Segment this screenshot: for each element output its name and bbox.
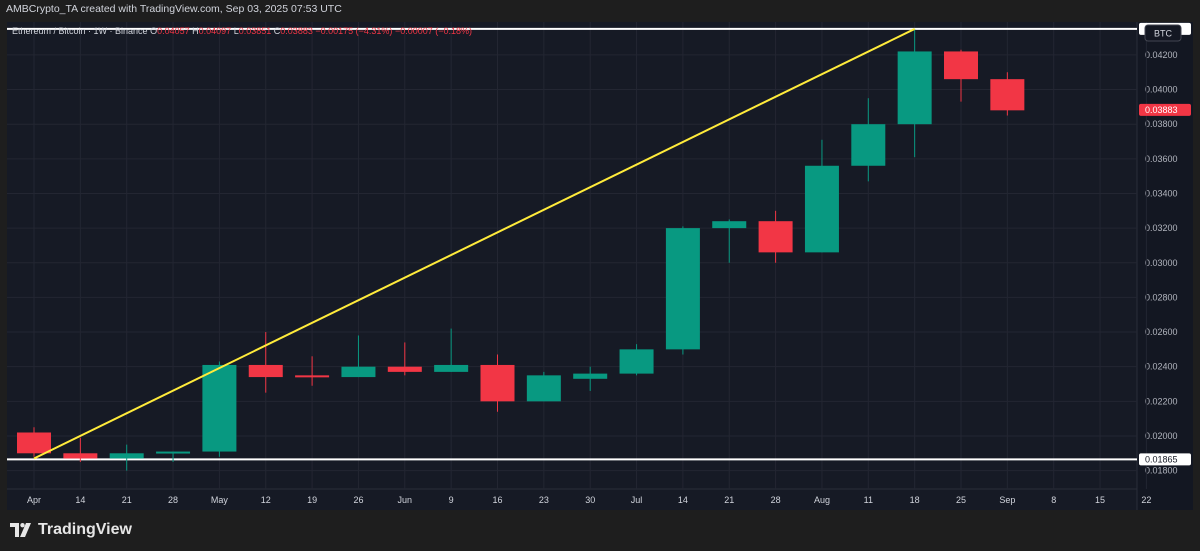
- y-tick-label: 0.02600: [1145, 327, 1178, 337]
- y-tick-label: 0.03600: [1145, 154, 1178, 164]
- candlestick-chart[interactable]: 0.04200 0.04000 0.03800 0.03600 0.03400 0.032…: [7, 22, 1193, 510]
- change2-value: −0.00007 (−0.18%): [394, 26, 472, 36]
- level-price-label: 0.01865: [1145, 454, 1178, 464]
- y-tick-label: 0.04000: [1145, 85, 1178, 95]
- tradingview-brand: TradingView: [38, 521, 132, 538]
- x-tick-label: 28: [771, 495, 781, 505]
- y-tick-label: 0.02400: [1145, 362, 1178, 372]
- low-label: L: [233, 26, 239, 36]
- low-value: 0.03851: [238, 26, 272, 36]
- open-label: O: [150, 26, 158, 36]
- candle-body-up: [573, 373, 608, 379]
- y-tick-label: 0.03800: [1145, 119, 1178, 129]
- x-tick-label: 16: [492, 495, 502, 505]
- tradingview-logo[interactable]: TradingView: [10, 521, 132, 539]
- candle-body-up: [526, 375, 561, 402]
- chart-area[interactable]: 0.04200 0.04000 0.03800 0.03600 0.03400 0.032…: [7, 22, 1193, 510]
- current-price-tag: [1139, 103, 1191, 116]
- x-tick-label: 14: [75, 495, 85, 505]
- x-tick-label: 26: [353, 495, 363, 505]
- x-tick-label: Jul: [631, 495, 643, 505]
- x-tick-label: 8: [1051, 495, 1056, 505]
- candle-body-up: [109, 453, 144, 459]
- x-tick-label: 14: [678, 495, 688, 505]
- y-tick-label: 0.03200: [1145, 223, 1178, 233]
- top-bar: AMBCrypto_TA created with TradingView.co…: [0, 0, 1200, 20]
- close-value: 0.03883: [280, 26, 313, 36]
- x-tick-label: May: [211, 495, 229, 505]
- candle-body-up: [712, 221, 747, 229]
- current-price-label: 0.03883: [1145, 105, 1178, 115]
- footer: [0, 510, 1200, 551]
- y-tick-label: 0.01800: [1145, 466, 1178, 476]
- x-tick-label: 19: [307, 495, 317, 505]
- y-tick-label: 0.02000: [1145, 431, 1178, 441]
- high-value: 0.04097: [198, 26, 232, 36]
- high-label: H: [192, 26, 199, 36]
- currency-badge: [1144, 24, 1182, 42]
- candle-body-down: [990, 79, 1025, 111]
- level-price-tag: [1139, 453, 1191, 466]
- candle-body-up: [434, 364, 469, 372]
- currency-badge-label: BTC: [1154, 29, 1173, 39]
- x-tick-label: 9: [449, 495, 454, 505]
- close-label: C: [273, 26, 281, 36]
- candle-body-down: [17, 432, 51, 454]
- chart-credit: AMBCrypto_TA created with TradingView.co…: [6, 3, 342, 15]
- candle-body-up: [897, 51, 932, 125]
- candle-body-down: [480, 364, 515, 402]
- x-tick-label: Apr: [27, 495, 41, 505]
- candle-body-down: [295, 375, 330, 378]
- candle-body-down: [758, 221, 793, 253]
- tradingview-logo-icon: [10, 523, 31, 537]
- trendline: [33, 28, 916, 460]
- y-tick-label: 0.02200: [1145, 396, 1178, 406]
- candle-body-down: [387, 366, 422, 372]
- x-tick-label: 11: [864, 495, 873, 505]
- x-tick-label: 25: [956, 495, 966, 505]
- y-tick-label: 0.04200: [1145, 50, 1178, 60]
- candle-body-up: [619, 349, 654, 374]
- candle-body-up: [341, 366, 376, 378]
- x-tick-label: Aug: [814, 495, 830, 505]
- candle-body-up: [804, 165, 839, 253]
- candle-body-up: [665, 228, 700, 350]
- candle-body-up: [156, 451, 191, 454]
- x-tick-label: 30: [585, 495, 595, 505]
- x-tick-label: 12: [261, 495, 271, 505]
- x-tick-label: 21: [122, 495, 132, 505]
- x-tick-label: 23: [539, 495, 549, 505]
- symbol-legend: Ethereum / Bitcoin · 1W · Binance O0.040…: [12, 26, 472, 36]
- y-tick-label: 0.03000: [1145, 258, 1178, 268]
- y-tick-label: 0.02800: [1145, 292, 1178, 302]
- x-tick-label: 28: [168, 495, 178, 505]
- open-value: 0.04057: [157, 26, 190, 36]
- candle-body-down: [248, 364, 283, 378]
- x-tick-label: 18: [910, 495, 920, 505]
- candle-body-up: [202, 364, 237, 452]
- x-tick-label: 21: [724, 495, 734, 505]
- x-tick-label: Sep: [999, 495, 1015, 505]
- candle-body-down: [63, 453, 98, 459]
- symbol-title: Ethereum / Bitcoin · 1W · Binance: [12, 26, 148, 36]
- candle-body-down: [944, 51, 978, 80]
- x-tick-label: 22: [1141, 495, 1151, 505]
- x-tick-label: 15: [1095, 495, 1105, 505]
- y-tick-label: 0.03400: [1145, 188, 1178, 198]
- change-value: −0.00175 (−4.31%): [315, 26, 393, 36]
- x-tick-label: Jun: [398, 495, 413, 505]
- candle-body-up: [851, 124, 886, 166]
